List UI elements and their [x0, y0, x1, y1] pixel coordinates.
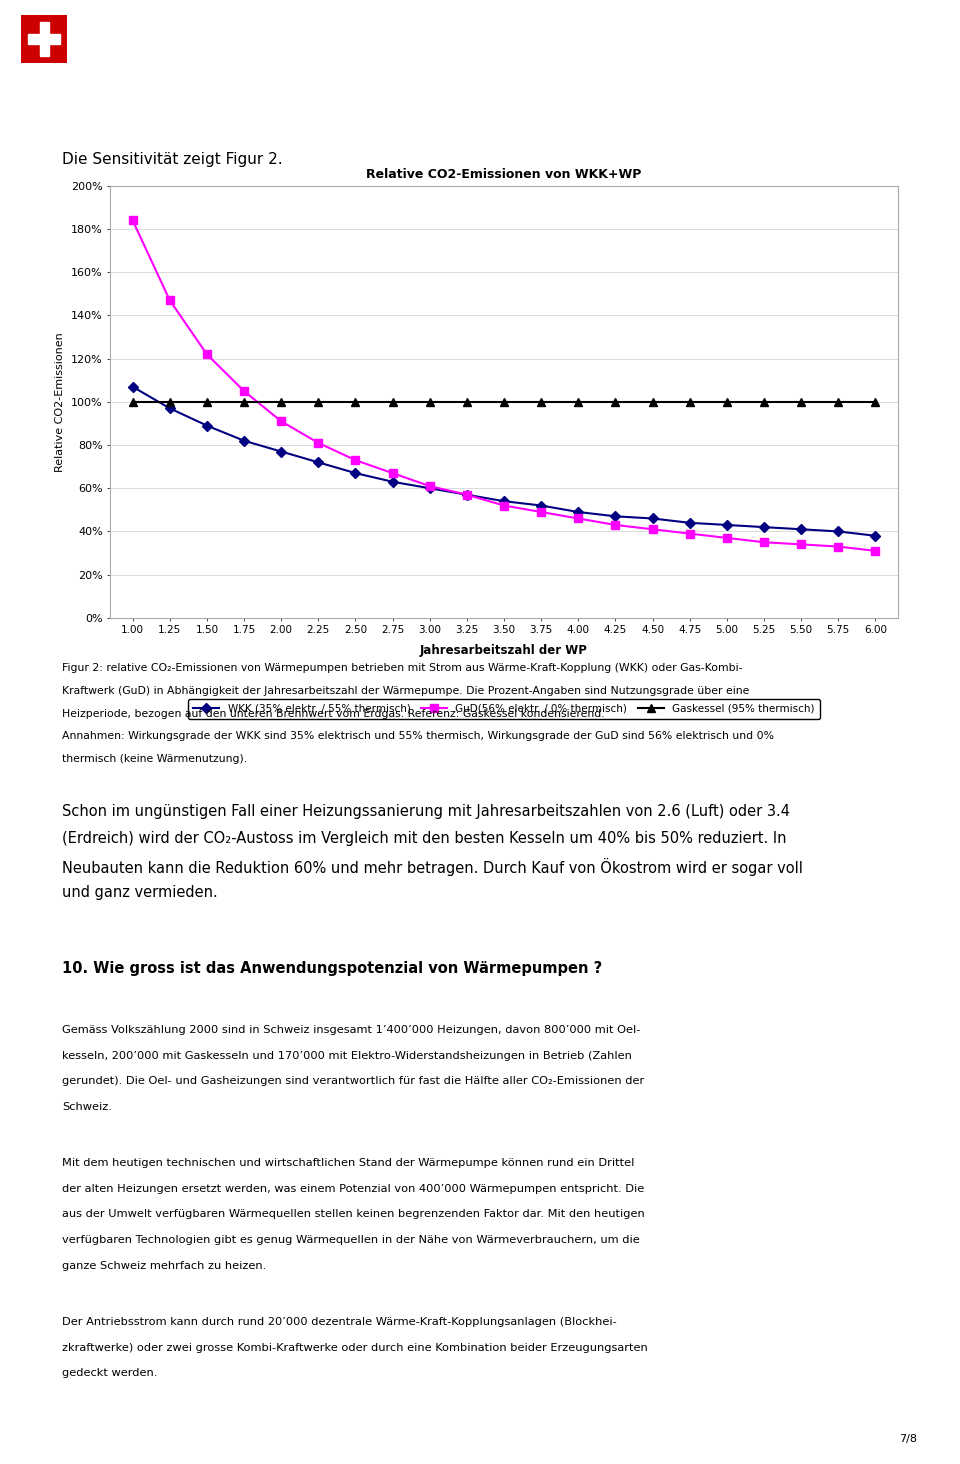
Bar	[28, 34, 60, 44]
Text: Gemäss Volkszählung 2000 sind in Schweiz insgesamt 1’400’000 Heizungen, davon 80: Gemäss Volkszählung 2000 sind in Schweiz…	[62, 1025, 640, 1035]
GuD(56% elektr. / 0% thermisch)	[238, 382, 250, 400]
Text: gerundet). Die Oel- und Gasheizungen sind verantwortlich für fast die Hälfte all: gerundet). Die Oel- und Gasheizungen sin…	[62, 1076, 645, 1086]
Gaskessel (95% thermisch)	[536, 394, 547, 411]
GuD(56% elektr. / 0% thermisch)	[127, 212, 138, 230]
Gaskessel (95% thermisch)	[572, 394, 584, 411]
WKK (35% elektr. / 55% thermisch)	[758, 518, 770, 536]
GuD(56% elektr. / 0% thermisch)	[721, 529, 732, 546]
Text: Figur 2: relative CO₂-Emissionen von Wärmepumpen betrieben mit Strom aus Wärme-K: Figur 2: relative CO₂-Emissionen von Wär…	[62, 663, 743, 673]
WKK (35% elektr. / 55% thermisch)	[276, 442, 287, 460]
Title: Relative CO2-Emissionen von WKK+WP: Relative CO2-Emissionen von WKK+WP	[367, 167, 641, 180]
Text: Neubauten kann die Reduktion 60% und mehr betragen. Durch Kauf von Ökostrom wird: Neubauten kann die Reduktion 60% und meh…	[62, 858, 804, 875]
WKK (35% elektr. / 55% thermisch)	[387, 473, 398, 490]
GuD(56% elektr. / 0% thermisch)	[202, 346, 213, 363]
GuD(56% elektr. / 0% thermisch)	[870, 542, 881, 559]
Gaskessel (95% thermisch)	[202, 394, 213, 411]
GuD(56% elektr. / 0% thermisch)	[610, 517, 621, 534]
GuD(56% elektr. / 0% thermisch)	[349, 451, 361, 468]
Line: Gaskessel (95% thermisch): Gaskessel (95% thermisch)	[129, 398, 879, 406]
WKK (35% elektr. / 55% thermisch)	[127, 378, 138, 395]
Gaskessel (95% thermisch)	[758, 394, 770, 411]
Text: Die Sensitivität zeigt Figur 2.: Die Sensitivität zeigt Figur 2.	[62, 152, 283, 167]
Gaskessel (95% thermisch)	[684, 394, 695, 411]
GuD(56% elektr. / 0% thermisch)	[387, 464, 398, 482]
Gaskessel (95% thermisch)	[870, 394, 881, 411]
WKK (35% elektr. / 55% thermisch)	[424, 480, 436, 498]
GuD(56% elektr. / 0% thermisch)	[461, 486, 472, 504]
Text: zkraftwerke) oder zwei grosse Kombi-Kraftwerke oder durch eine Kombination beide: zkraftwerke) oder zwei grosse Kombi-Kraf…	[62, 1342, 648, 1353]
Gaskessel (95% thermisch)	[498, 394, 510, 411]
Text: (Erdreich) wird der CO₂-Austoss im Vergleich mit den besten Kesseln um 40% bis 5: (Erdreich) wird der CO₂-Austoss im Vergl…	[62, 832, 787, 846]
Gaskessel (95% thermisch)	[832, 394, 844, 411]
WKK (35% elektr. / 55% thermisch)	[238, 432, 250, 449]
Gaskessel (95% thermisch)	[349, 394, 361, 411]
WKK (35% elektr. / 55% thermisch)	[572, 504, 584, 521]
Gaskessel (95% thermisch)	[164, 394, 176, 411]
Text: Der Antriebsstrom kann durch rund 20’000 dezentrale Wärme-Kraft-Kopplungsanlagen: Der Antriebsstrom kann durch rund 20’000…	[62, 1318, 617, 1326]
Gaskessel (95% thermisch)	[424, 394, 436, 411]
Text: und ganz vermieden.: und ganz vermieden.	[62, 886, 218, 900]
GuD(56% elektr. / 0% thermisch)	[647, 521, 659, 539]
GuD(56% elektr. / 0% thermisch)	[795, 536, 806, 553]
GuD(56% elektr. / 0% thermisch)	[498, 496, 510, 514]
WKK (35% elektr. / 55% thermisch)	[498, 492, 510, 509]
Text: Heizperiode, bezogen auf den unteren Brennwert vom Erdgas. Referenz: Gaskessel k: Heizperiode, bezogen auf den unteren Bre…	[62, 709, 605, 719]
GuD(56% elektr. / 0% thermisch)	[276, 413, 287, 430]
Text: Schon im ungünstigen Fall einer Heizungssanierung mit Jahresarbeitszahlen von 2.: Schon im ungünstigen Fall einer Heizungs…	[62, 804, 790, 818]
Text: aus der Umwelt verfügbaren Wärmequellen stellen keinen begrenzenden Faktor dar. : aus der Umwelt verfügbaren Wärmequellen …	[62, 1209, 645, 1220]
WKK (35% elektr. / 55% thermisch)	[461, 486, 472, 504]
GuD(56% elektr. / 0% thermisch)	[164, 291, 176, 309]
Gaskessel (95% thermisch)	[387, 394, 398, 411]
X-axis label: Jahresarbeitszahl der WP: Jahresarbeitszahl der WP	[420, 644, 588, 657]
WKK (35% elektr. / 55% thermisch)	[684, 514, 695, 531]
Gaskessel (95% thermisch)	[276, 394, 287, 411]
Text: gedeckt werden.: gedeckt werden.	[62, 1369, 157, 1378]
GuD(56% elektr. / 0% thermisch)	[313, 435, 324, 452]
Legend: WKK (35% elektr. / 55% thermisch), GuD(56% elektr. / 0% thermisch), Gaskessel (9: WKK (35% elektr. / 55% thermisch), GuD(5…	[188, 698, 820, 719]
WKK (35% elektr. / 55% thermisch)	[647, 509, 659, 527]
WKK (35% elektr. / 55% thermisch)	[721, 517, 732, 534]
Text: Mit dem heutigen technischen und wirtschaftlichen Stand der Wärmepumpe können ru: Mit dem heutigen technischen und wirtsch…	[62, 1158, 635, 1168]
WKK (35% elektr. / 55% thermisch)	[164, 400, 176, 417]
Gaskessel (95% thermisch)	[610, 394, 621, 411]
WKK (35% elektr. / 55% thermisch)	[795, 521, 806, 539]
Gaskessel (95% thermisch)	[461, 394, 472, 411]
GuD(56% elektr. / 0% thermisch)	[424, 477, 436, 495]
WKK (35% elektr. / 55% thermisch)	[202, 417, 213, 435]
Gaskessel (95% thermisch)	[647, 394, 659, 411]
Line: GuD(56% elektr. / 0% thermisch): GuD(56% elektr. / 0% thermisch)	[129, 217, 879, 555]
WKK (35% elektr. / 55% thermisch)	[832, 523, 844, 540]
Bar	[39, 22, 49, 56]
GuD(56% elektr. / 0% thermisch)	[758, 533, 770, 550]
Text: ganze Schweiz mehrfach zu heizen.: ganze Schweiz mehrfach zu heizen.	[62, 1261, 267, 1271]
Text: 10. Wie gross ist das Anwendungspotenzial von Wärmepumpen ?: 10. Wie gross ist das Anwendungspotenzia…	[62, 960, 603, 976]
Gaskessel (95% thermisch)	[795, 394, 806, 411]
GuD(56% elektr. / 0% thermisch)	[832, 537, 844, 555]
Text: verfügbaren Technologien gibt es genug Wärmequellen in der Nähe von Wärmeverbrau: verfügbaren Technologien gibt es genug W…	[62, 1236, 640, 1244]
Gaskessel (95% thermisch)	[127, 394, 138, 411]
Text: kesseln, 200’000 mit Gaskesseln und 170’000 mit Elektro-Widerstandsheizungen in : kesseln, 200’000 mit Gaskesseln und 170’…	[62, 1051, 633, 1060]
GuD(56% elektr. / 0% thermisch)	[572, 509, 584, 527]
WKK (35% elektr. / 55% thermisch)	[349, 464, 361, 482]
GuD(56% elektr. / 0% thermisch)	[536, 504, 547, 521]
Gaskessel (95% thermisch)	[721, 394, 732, 411]
WKK (35% elektr. / 55% thermisch)	[870, 527, 881, 545]
Text: 7/8: 7/8	[899, 1433, 917, 1444]
Text: Schweiz.: Schweiz.	[62, 1102, 112, 1111]
WKK (35% elektr. / 55% thermisch)	[313, 454, 324, 471]
Line: WKK (35% elektr. / 55% thermisch): WKK (35% elektr. / 55% thermisch)	[130, 384, 878, 539]
WKK (35% elektr. / 55% thermisch)	[536, 496, 547, 514]
Gaskessel (95% thermisch)	[238, 394, 250, 411]
Text: thermisch (keine Wärmenutzung).: thermisch (keine Wärmenutzung).	[62, 754, 248, 764]
Gaskessel (95% thermisch)	[313, 394, 324, 411]
Y-axis label: Relative CO2-Emissionen: Relative CO2-Emissionen	[56, 332, 65, 471]
WKK (35% elektr. / 55% thermisch)	[610, 508, 621, 526]
Text: der alten Heizungen ersetzt werden, was einem Potenzial von 400’000 Wärmepumpen : der alten Heizungen ersetzt werden, was …	[62, 1184, 645, 1193]
Text: Kraftwerk (GuD) in Abhängigkeit der Jahresarbeitszahl der Wärmepumpe. Die Prozen: Kraftwerk (GuD) in Abhängigkeit der Jahr…	[62, 685, 750, 695]
GuD(56% elektr. / 0% thermisch)	[684, 524, 695, 542]
Text: Annahmen: Wirkungsgrade der WKK sind 35% elektrisch und 55% thermisch, Wirkungsg: Annahmen: Wirkungsgrade der WKK sind 35%…	[62, 731, 775, 741]
